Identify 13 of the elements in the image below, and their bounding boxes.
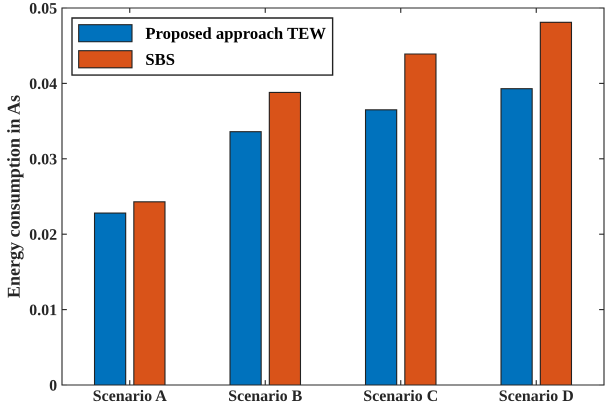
legend-label: Proposed approach TEW <box>146 27 326 42</box>
legend-label: SBS <box>146 54 174 66</box>
y-axis-title: Energy consumption in As <box>7 95 24 298</box>
x-tick-label: Scenario B <box>229 390 302 402</box>
y-tick-label: 0 <box>50 380 57 391</box>
x-tick-label: Scenario C <box>364 390 438 402</box>
y-tick-label: 0.04 <box>30 78 57 90</box>
y-tick-label: 0.05 <box>30 2 57 14</box>
y-tick-label: 0.03 <box>30 154 57 165</box>
x-tick-label: Scenario A <box>94 390 167 402</box>
y-tick-label: 0.02 <box>30 229 56 240</box>
y-tick-label: 0.01 <box>30 304 56 316</box>
x-tick-label: Scenario D <box>500 390 573 402</box>
